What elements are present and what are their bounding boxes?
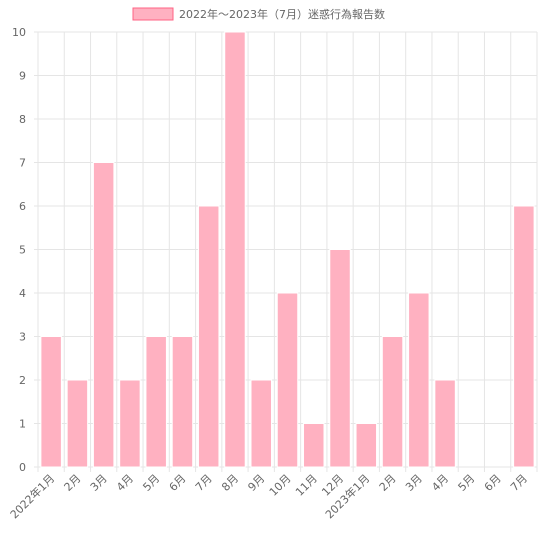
bar[interactable] <box>276 292 299 468</box>
x-tick-label: 7月 <box>193 472 215 494</box>
y-tick-label: 8 <box>19 113 26 126</box>
y-tick-label: 5 <box>19 244 26 257</box>
legend-label: 2022年～2023年（7月）迷惑行為報告数 <box>179 7 385 21</box>
bar[interactable] <box>303 423 325 468</box>
y-tick-label: 0 <box>19 461 26 474</box>
gridlines <box>34 31 538 472</box>
bar[interactable] <box>66 379 89 468</box>
y-tick-label: 9 <box>19 70 26 83</box>
bar[interactable] <box>434 379 456 468</box>
bar[interactable] <box>197 205 220 468</box>
x-tick-label: 4月 <box>429 472 451 494</box>
x-tick-label: 6月 <box>482 472 504 494</box>
y-tick-label: 6 <box>19 200 26 213</box>
x-tick-label: 8月 <box>219 472 241 494</box>
x-tick-label: 5月 <box>140 472 162 494</box>
bar[interactable] <box>329 249 351 468</box>
legend[interactable]: 2022年～2023年（7月）迷惑行為報告数 <box>132 7 385 21</box>
x-tick-label: 11月 <box>293 472 320 499</box>
x-tick-label: 3月 <box>403 472 425 494</box>
bar[interactable] <box>119 379 141 468</box>
x-tick-label: 2022年1月 <box>7 471 57 521</box>
x-tick-label: 2月 <box>62 472 84 494</box>
x-tick-label: 4月 <box>114 472 136 494</box>
bars <box>40 31 535 468</box>
x-tick-label: 9月 <box>245 472 267 494</box>
x-tick-label: 6月 <box>167 472 189 494</box>
x-tick-label: 3月 <box>88 472 110 494</box>
bar[interactable] <box>92 162 115 468</box>
bar[interactable] <box>408 292 430 468</box>
y-tick-label: 2 <box>19 374 26 387</box>
bar[interactable] <box>250 379 272 468</box>
y-tick-label: 7 <box>19 157 26 170</box>
bar[interactable] <box>171 336 194 468</box>
bar[interactable] <box>40 336 62 468</box>
bar[interactable] <box>381 336 404 468</box>
y-tick-label: 4 <box>19 287 26 300</box>
y-tick-label: 10 <box>12 26 26 39</box>
x-tick-label: 2月 <box>377 472 399 494</box>
x-tick-label: 7月 <box>508 472 530 494</box>
bar[interactable] <box>513 205 535 468</box>
legend-swatch <box>132 7 174 21</box>
y-tick-label: 1 <box>19 418 26 431</box>
x-tick-label: 5月 <box>456 472 478 494</box>
bar[interactable] <box>145 336 167 468</box>
y-tick-label: 3 <box>19 331 26 344</box>
bar[interactable] <box>224 31 246 468</box>
bar[interactable] <box>355 423 378 468</box>
x-tick-label: 10月 <box>267 472 294 499</box>
